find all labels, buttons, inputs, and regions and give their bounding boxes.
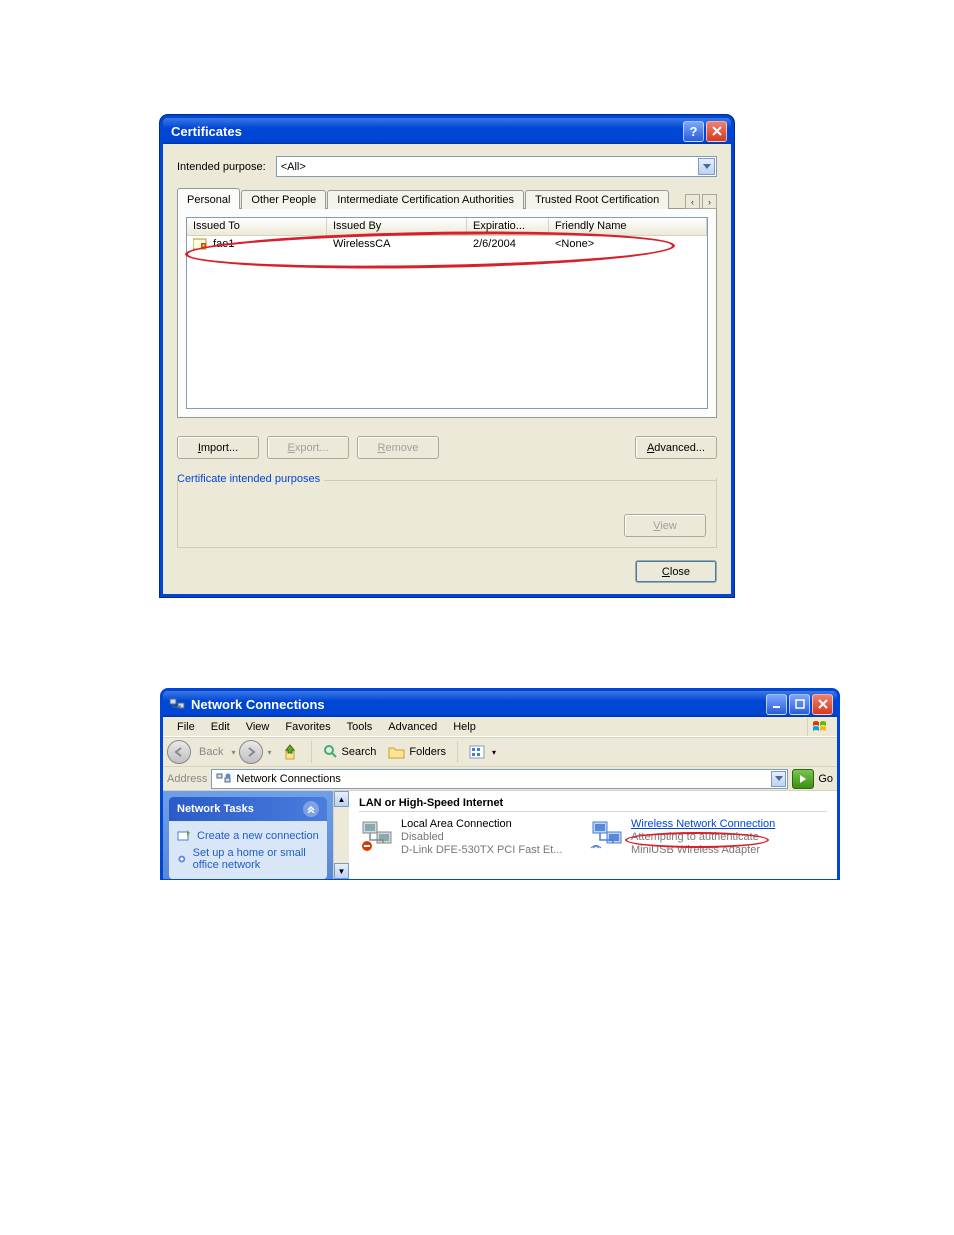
scroll-down-icon[interactable]: ▼ — [334, 863, 349, 879]
tab-panel: Issued To Issued By Expiratio... Friendl… — [177, 208, 717, 418]
certificates-window: Certificates ? Intended purpose: <All> P… — [160, 115, 734, 597]
intended-purpose-value: <All> — [281, 161, 306, 173]
cell-friendly-name: <None> — [549, 238, 707, 250]
search-label: Search — [342, 746, 377, 758]
tasks-title: Network Tasks — [177, 803, 254, 815]
window-title: Network Connections — [191, 697, 764, 712]
table-row[interactable]: fae1 WirelessCA 2/6/2004 <None> — [187, 236, 707, 252]
wireless-icon — [589, 818, 625, 854]
titlebar[interactable]: Certificates ? — [163, 118, 731, 144]
col-expiration[interactable]: Expiratio... — [467, 218, 549, 236]
help-button[interactable]: ? — [683, 121, 704, 142]
remove-button: Remove — [357, 436, 439, 459]
connection-device: MiniUSB Wireless Adapter — [631, 844, 775, 857]
task-label: Set up a home or small office network — [193, 847, 319, 871]
address-value: Network Connections — [236, 773, 341, 785]
window-title: Certificates — [171, 124, 681, 139]
advanced-button[interactable]: Advanced... — [635, 436, 717, 459]
menu-help[interactable]: Help — [445, 719, 484, 735]
task-create-connection[interactable]: Create a new connection — [177, 827, 319, 845]
up-button[interactable] — [276, 742, 304, 762]
purposes-fieldset: View — [177, 478, 717, 548]
certificate-listview[interactable]: Issued To Issued By Expiratio... Friendl… — [186, 217, 708, 409]
import-button[interactable]: Import... — [177, 436, 259, 459]
tab-scroll-left[interactable]: ‹ — [685, 194, 700, 209]
side-scrollbar[interactable]: ▲ ▼ — [333, 791, 349, 879]
network-icon — [169, 696, 185, 712]
cell-issued-to: fae1 — [213, 238, 234, 250]
network-connections-window: Network Connections File Edit View Favor… — [160, 688, 840, 880]
go-label: Go — [818, 773, 833, 785]
menubar: File Edit View Favorites Tools Advanced … — [163, 717, 837, 737]
menu-advanced[interactable]: Advanced — [380, 719, 445, 735]
menu-file[interactable]: File — [169, 719, 203, 735]
folders-button[interactable]: Folders — [384, 742, 450, 762]
tab-trusted-root[interactable]: Trusted Root Certification — [525, 190, 669, 209]
tab-scroll-right[interactable]: › — [702, 194, 717, 209]
minimize-button[interactable] — [766, 694, 787, 715]
task-label: Create a new connection — [197, 830, 319, 842]
tab-strip: Personal Other People Intermediate Certi… — [177, 188, 717, 209]
connection-name: Wireless Network Connection — [631, 818, 775, 831]
menu-view[interactable]: View — [238, 719, 278, 735]
listview-body: fae1 WirelessCA 2/6/2004 <None> — [187, 236, 707, 408]
cell-expiration: 2/6/2004 — [467, 238, 549, 250]
back-button — [167, 740, 191, 764]
collapse-icon — [303, 801, 319, 817]
tab-personal[interactable]: Personal — [177, 188, 240, 209]
view-button: View — [624, 514, 706, 537]
connection-lan[interactable]: Local Area Connection Disabled D-Link DF… — [359, 818, 569, 857]
address-label: Address — [167, 773, 207, 785]
connection-status: Disabled — [401, 831, 562, 844]
scroll-up-icon[interactable]: ▲ — [334, 791, 349, 807]
group-header: LAN or High-Speed Internet — [359, 795, 827, 812]
chevron-down-icon — [771, 771, 786, 787]
search-button[interactable]: Search — [319, 742, 381, 762]
col-friendly-name[interactable]: Friendly Name — [549, 218, 707, 236]
col-issued-by[interactable]: Issued By — [327, 218, 467, 236]
close-button[interactable] — [706, 121, 727, 142]
tab-intermediate-ca[interactable]: Intermediate Certification Authorities — [327, 190, 524, 209]
toolbar: Back ▾ ▾ Search Folders ▾ — [163, 737, 837, 767]
forward-button — [239, 740, 263, 764]
chevron-down-icon — [698, 158, 715, 175]
menu-favorites[interactable]: Favorites — [277, 719, 338, 735]
menu-edit[interactable]: Edit — [203, 719, 238, 735]
intended-purpose-select[interactable]: <All> — [276, 156, 717, 177]
listview-header: Issued To Issued By Expiratio... Friendl… — [187, 218, 707, 236]
connection-name: Local Area Connection — [401, 818, 562, 831]
certificate-icon — [193, 238, 207, 250]
address-bar: Address Network Connections Go — [163, 767, 837, 791]
titlebar[interactable]: Network Connections — [163, 691, 837, 717]
intended-purpose-label: Intended purpose: — [177, 161, 266, 173]
go-button[interactable] — [792, 769, 814, 789]
connections-area: LAN or High-Speed Internet — [349, 791, 837, 879]
close-button[interactable] — [812, 694, 833, 715]
tasks-panel: Network Tasks Create a new connection Se… — [163, 791, 333, 879]
tab-other-people[interactable]: Other People — [241, 190, 326, 209]
explorer-body: Network Tasks Create a new connection Se… — [163, 791, 837, 879]
connection-device: D-Link DFE-530TX PCI Fast Et... — [401, 844, 562, 857]
col-issued-to[interactable]: Issued To — [187, 218, 327, 236]
close-dialog-button[interactable]: Close — [635, 560, 717, 583]
task-setup-network[interactable]: Set up a home or small office network — [177, 845, 319, 873]
connection-status: Attempting to authenticate — [631, 831, 775, 844]
maximize-button[interactable] — [789, 694, 810, 715]
address-field[interactable]: Network Connections — [211, 769, 788, 789]
tasks-header[interactable]: Network Tasks — [169, 797, 327, 821]
connection-wireless[interactable]: Wireless Network Connection Attempting t… — [589, 818, 799, 857]
export-button: Export... — [267, 436, 349, 459]
cell-issued-by: WirelessCA — [327, 238, 467, 250]
windows-flag-icon — [807, 718, 831, 736]
folders-label: Folders — [409, 746, 446, 758]
lan-icon — [359, 818, 395, 854]
back-label: Back — [195, 744, 227, 760]
views-button[interactable]: ▾ — [465, 742, 500, 762]
menu-tools[interactable]: Tools — [339, 719, 381, 735]
